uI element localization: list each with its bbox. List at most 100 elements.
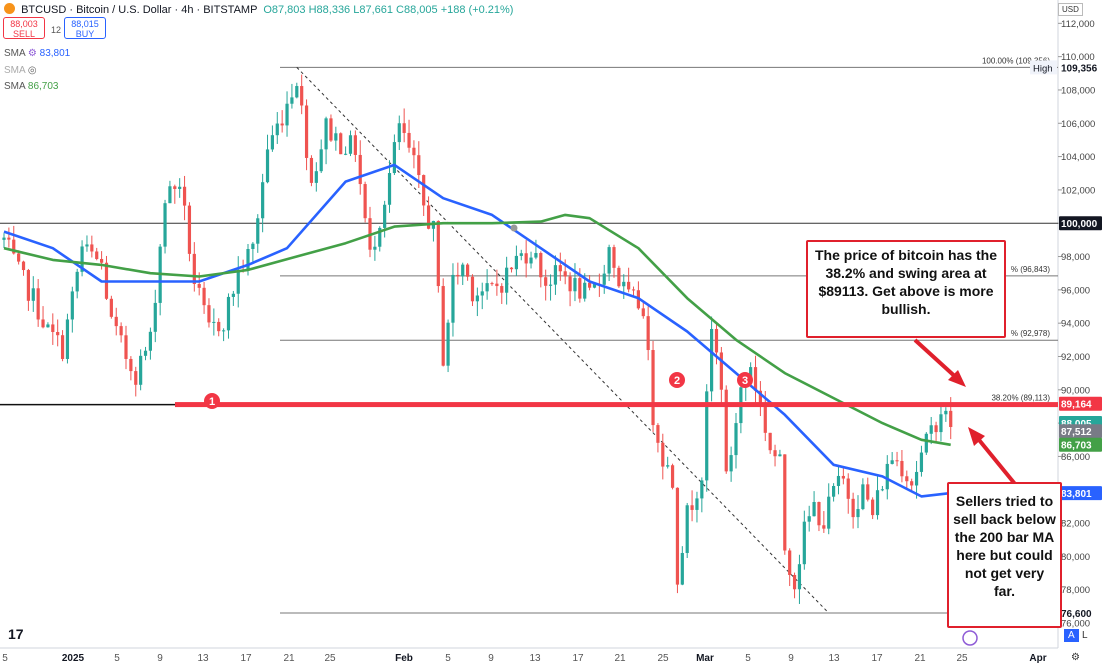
candle-body <box>724 389 728 472</box>
symbol-title[interactable]: BTCUSD · Bitcoin / U.S. Dollar · 4h · BI… <box>21 4 258 16</box>
currency-selector[interactable]: USD <box>1058 3 1083 16</box>
candle-body <box>519 253 523 256</box>
x-tick-label: 13 <box>529 653 541 664</box>
candle-body <box>407 132 411 148</box>
candle-body <box>627 281 631 290</box>
candle-body <box>392 142 396 174</box>
candle-body <box>31 288 35 301</box>
candle-body <box>573 278 577 292</box>
candle-body <box>734 423 738 456</box>
candle-body <box>402 123 406 133</box>
candle-body <box>251 243 255 249</box>
settings-icon[interactable]: ⚙ <box>27 48 37 59</box>
fib-level-label: 38.20% (89,113) <box>991 394 1050 403</box>
candle-body <box>300 86 304 106</box>
x-tick-label: 25 <box>657 653 669 664</box>
candle-body <box>383 204 387 228</box>
log-scale-button[interactable]: L <box>1082 630 1088 641</box>
time-settings-icon[interactable]: ⚙ <box>1071 652 1080 663</box>
price-tag-bg <box>1059 216 1102 231</box>
candle-body <box>285 103 289 126</box>
candle-body <box>841 475 845 479</box>
candle-body <box>197 283 201 288</box>
candle-body <box>505 267 509 293</box>
y-tick-label: 76,000 <box>1061 619 1090 630</box>
candle-body <box>412 147 416 156</box>
candle-body <box>51 324 55 333</box>
x-tick-label: 21 <box>914 653 926 664</box>
candle-body <box>275 123 279 136</box>
candle-body <box>680 552 684 585</box>
spread-value: 12 <box>51 25 62 35</box>
auto-scale-button[interactable]: A <box>1064 629 1079 642</box>
candle-body <box>60 335 65 359</box>
sell-button[interactable]: 88,003 SELL <box>3 17 45 39</box>
candle-body <box>290 97 294 104</box>
candle-body <box>817 502 821 526</box>
x-tick-label: 5 <box>745 653 751 664</box>
y-tick-label: 104,000 <box>1061 152 1095 163</box>
candle-body <box>690 505 694 510</box>
marker-label: 3 <box>742 375 748 387</box>
candle-body <box>134 371 138 385</box>
indicator-sma-1[interactable]: SMA ⚙ 83,801 <box>4 48 70 59</box>
candle-body <box>480 291 484 296</box>
indicator-sma-3[interactable]: SMA 86,703 <box>4 81 59 92</box>
candle-body <box>661 442 665 467</box>
y-tick-label: 108,000 <box>1061 85 1095 96</box>
indicator-value: 83,801 <box>39 48 71 59</box>
fib-level-label: % (96,843) <box>1011 265 1050 274</box>
candle-body <box>802 521 806 565</box>
candle-body <box>797 564 802 590</box>
price-tag-label: 87,512 <box>1061 427 1092 438</box>
eye-hidden-icon[interactable]: ◎ <box>27 65 37 76</box>
candle-body <box>710 328 714 392</box>
candle-body <box>588 282 592 288</box>
candle-body <box>358 154 362 185</box>
candle-body <box>280 123 284 126</box>
downtrend-line <box>296 67 830 614</box>
candle-body <box>309 157 314 183</box>
fib-level-label: % (92,978) <box>1011 329 1050 338</box>
y-tick-label: 90,000 <box>1061 385 1090 396</box>
candle-body <box>900 460 904 477</box>
candle-body <box>675 487 680 585</box>
candle-body <box>265 149 270 183</box>
candle-body <box>334 133 338 141</box>
indicator-name: SMA <box>4 81 26 92</box>
price-tag-label: 86,703 <box>1061 441 1092 452</box>
price-tag-bg <box>1059 606 1102 621</box>
candle-body <box>236 269 240 294</box>
sma-fast-line <box>3 163 951 498</box>
candle-body <box>670 465 675 488</box>
candle-body <box>378 227 382 247</box>
price-tag-bg <box>1059 60 1102 75</box>
x-tick-label: 17 <box>871 653 883 664</box>
x-tick-label: Apr <box>1029 653 1046 664</box>
resistance-line <box>175 402 1058 408</box>
candle-body <box>529 257 533 264</box>
candle-body <box>602 273 606 285</box>
x-tick-label: 25 <box>956 653 968 664</box>
indicator-sma-2[interactable]: SMA ◎ <box>4 65 37 76</box>
candle-body <box>622 281 626 287</box>
candle-body <box>295 86 299 98</box>
candle-body <box>329 118 333 141</box>
candle-body <box>773 450 777 457</box>
candle-body <box>304 105 309 158</box>
buy-button[interactable]: 88,015 BUY <box>64 17 106 39</box>
events-icon <box>962 630 978 646</box>
candle-body <box>173 186 177 189</box>
y-tick-label: 110,000 <box>1061 52 1095 63</box>
candle-body <box>646 316 650 351</box>
price-tag-label: 109,356 <box>1061 63 1098 74</box>
x-tick-label: Mar <box>696 653 714 664</box>
candle-body <box>109 298 113 317</box>
candle-body <box>246 248 250 271</box>
candle-body <box>339 133 343 155</box>
high-tag-bg <box>1030 60 1057 75</box>
candle-body <box>90 244 94 252</box>
price-tag-bg <box>1059 396 1102 411</box>
candle-body <box>944 410 948 415</box>
candle-body <box>7 237 11 240</box>
